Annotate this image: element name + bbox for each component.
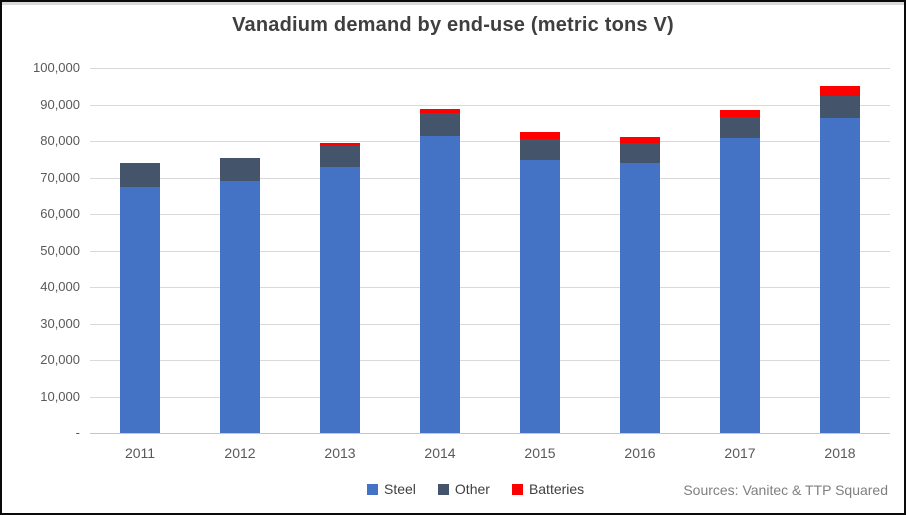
bar-segment-steel: [320, 166, 360, 433]
gridline: [90, 397, 890, 398]
bar-segment-steel: [620, 162, 660, 433]
bar-segment-steel: [220, 181, 260, 433]
y-tick-label: 70,000: [40, 169, 80, 185]
x-tick-label: 2011: [124, 445, 156, 461]
bar-segment-steel: [520, 159, 560, 433]
chart-title: Vanadium demand by end-use (metric tons …: [232, 14, 674, 36]
bar-segment-other: [520, 139, 560, 160]
legend-swatch-icon: [511, 483, 523, 495]
y-tick-label: 90,000: [40, 96, 80, 112]
gridline: [90, 105, 890, 106]
stacked-bar-2017: [720, 68, 760, 433]
bar-segment-batteries: [520, 132, 560, 140]
gridline: [90, 141, 890, 142]
bar-segment-steel: [120, 186, 160, 433]
bar-segment-other: [720, 116, 760, 139]
bar-segment-steel: [820, 118, 860, 433]
y-tick-label: -: [75, 425, 80, 440]
bar-segment-batteries: [820, 86, 860, 96]
bar-segment-other: [220, 158, 260, 182]
bar-segment-other: [620, 142, 660, 163]
bar-segment-other: [820, 95, 860, 119]
bar-segment-other: [120, 162, 160, 187]
y-tick-label: 80,000: [40, 133, 80, 148]
gridline: [90, 68, 890, 69]
bar-segment-other: [320, 145, 360, 167]
legend-item-other: Other: [437, 481, 490, 497]
legend-swatch-icon: [437, 483, 449, 495]
bar-segment-steel: [720, 138, 760, 433]
gridline: [90, 251, 890, 252]
bar-segment-batteries: [720, 109, 760, 117]
bar-segment-other: [420, 112, 460, 136]
frame-top-edge: [2, 2, 904, 5]
y-tick-label: 20,000: [40, 352, 80, 367]
y-tick-label: 60,000: [40, 206, 80, 221]
legend-item-steel: Steel: [367, 481, 416, 497]
stacked-bar-2014: [420, 68, 460, 433]
x-tick-label: 2012: [224, 445, 256, 461]
x-tick-label: 2018: [824, 445, 856, 461]
gridline: [90, 360, 890, 361]
x-axis-line: [90, 433, 890, 434]
source-note: Sources: Vanitec & TTP Squared: [683, 482, 888, 498]
bar-segment-steel: [420, 135, 460, 433]
x-tick-label: 2016: [624, 445, 656, 461]
y-tick-label: 50,000: [40, 242, 80, 258]
stacked-bar-2013: [320, 68, 360, 433]
gridline: [90, 287, 890, 288]
legend-swatch-icon: [367, 483, 378, 495]
stacked-bar-2016: [620, 68, 660, 433]
stacked-bar-2011: [120, 68, 160, 433]
stacked-bar-2012: [220, 68, 260, 433]
legend-item-batteries: Batteries: [511, 481, 585, 497]
legend: Steel Other Batteries: [367, 481, 584, 497]
stacked-bar-2015: [520, 68, 560, 433]
y-tick-label: 40,000: [40, 279, 80, 294]
bar-segment-batteries: [420, 108, 460, 113]
bar-segment-batteries: [620, 136, 660, 143]
x-tick-label: 2015: [524, 445, 556, 461]
y-tick-label: 100,000: [33, 60, 80, 75]
x-tick-label: 2013: [324, 445, 356, 461]
stacked-bar-2018: [820, 68, 860, 433]
legend-label: Steel: [384, 481, 416, 497]
y-tick-label: 10,000: [40, 388, 80, 404]
bar-segment-batteries: [320, 142, 360, 146]
plot-area: [90, 68, 890, 434]
x-tick-label: 2014: [424, 445, 456, 461]
x-tick-label: 2017: [724, 445, 756, 461]
gridline: [90, 178, 890, 179]
gridline: [90, 214, 890, 215]
y-tick-label: 30,000: [40, 315, 80, 331]
legend-label: Batteries: [528, 481, 585, 497]
legend-label: Other: [454, 481, 490, 497]
gridline: [90, 324, 890, 325]
